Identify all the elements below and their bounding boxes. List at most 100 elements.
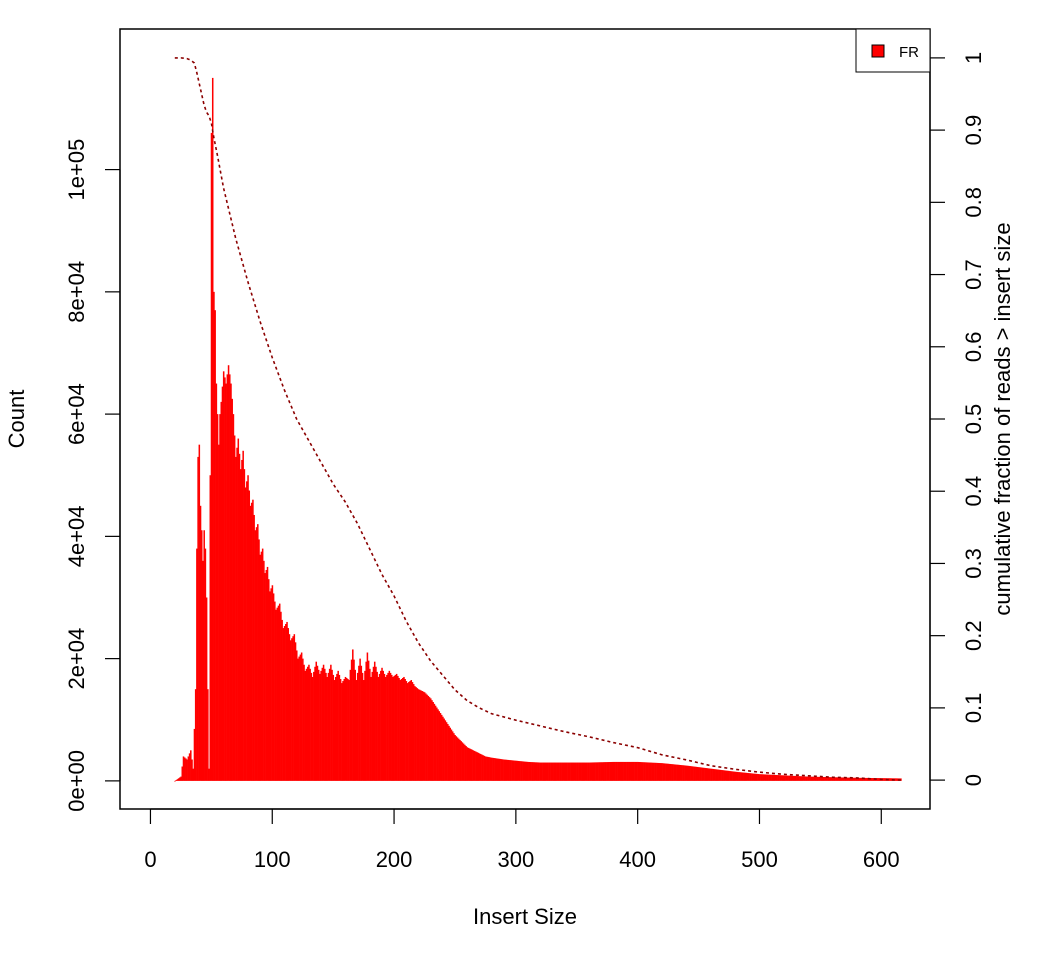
bar [867,777,869,781]
bar [328,668,331,781]
bar [658,763,661,781]
bar [506,759,509,781]
bar [573,762,576,781]
bar [557,762,560,781]
bar [640,762,643,781]
bar [381,667,383,781]
bar [760,774,762,781]
bar [445,722,448,781]
bar [224,377,226,781]
bar [349,669,352,781]
bar [325,672,327,781]
legend-swatch-fr [871,44,885,58]
bar [632,761,634,781]
bar [836,777,839,781]
bar [254,530,257,781]
bar [521,761,523,781]
bar [657,762,660,781]
bar [443,718,445,781]
bar [181,766,184,781]
bar [779,775,782,781]
bar [400,679,403,781]
bar [183,757,186,781]
bar [306,666,309,781]
bar [326,676,328,781]
bar [422,691,425,781]
bar [689,766,691,781]
bar [298,656,300,781]
bar [397,675,399,781]
bar [468,748,471,781]
bar [345,677,348,781]
y2-axis-title: cumulative fraction of reads > insert si… [990,222,1015,615]
bar [201,530,203,781]
bar [190,750,192,781]
bar [433,703,436,781]
y2-tick-label: 0.1 [961,693,986,724]
bar [607,762,610,781]
bar [540,762,543,781]
bar [330,664,332,781]
bar [252,499,254,781]
bar [291,638,293,781]
bar [438,711,441,781]
bar [568,762,571,781]
bar [673,764,676,781]
bar [174,780,176,782]
bar [618,761,621,781]
x-tick-label: 600 [863,847,900,872]
bar [342,681,344,781]
bar [852,777,855,781]
bar [526,761,528,781]
bar [392,676,394,781]
bar [800,776,802,781]
bar [601,762,604,781]
bar [634,761,637,781]
bar [771,774,773,781]
bar [593,762,595,781]
bar [685,765,688,781]
bar [292,636,294,781]
bar [498,758,500,781]
bar [259,554,261,781]
bar [829,777,832,781]
bar [406,683,409,781]
x-tick-label: 500 [741,847,778,872]
bar [853,777,856,781]
bar [777,775,779,781]
bar [410,680,413,781]
bar [527,761,529,781]
bar [823,777,825,781]
bar [359,658,361,781]
bar [679,764,682,781]
bar [227,365,230,781]
bar [467,747,470,781]
x-tick-label: 400 [619,847,656,872]
bar [503,759,505,781]
bar [421,691,423,781]
bar [831,777,834,781]
bar [605,762,607,781]
y2-tick-label: 0.8 [961,187,986,218]
bar [283,626,286,781]
bar [563,762,566,781]
y-tick-label: 1e+05 [64,139,89,201]
bar [858,777,861,781]
bar [577,762,579,781]
y2-tick-label: 0 [961,774,986,786]
bar [896,778,899,781]
y-tick-label: 4e+04 [64,505,89,567]
bar [372,666,375,781]
bar [532,762,534,781]
bar [229,374,231,781]
bar [185,758,187,781]
bar [486,756,488,781]
bar [432,702,434,781]
bar [207,689,209,781]
bar [317,669,320,781]
bar [355,680,358,781]
bar [729,771,732,781]
bar [553,762,555,781]
bar [633,761,635,781]
bar [210,132,213,781]
